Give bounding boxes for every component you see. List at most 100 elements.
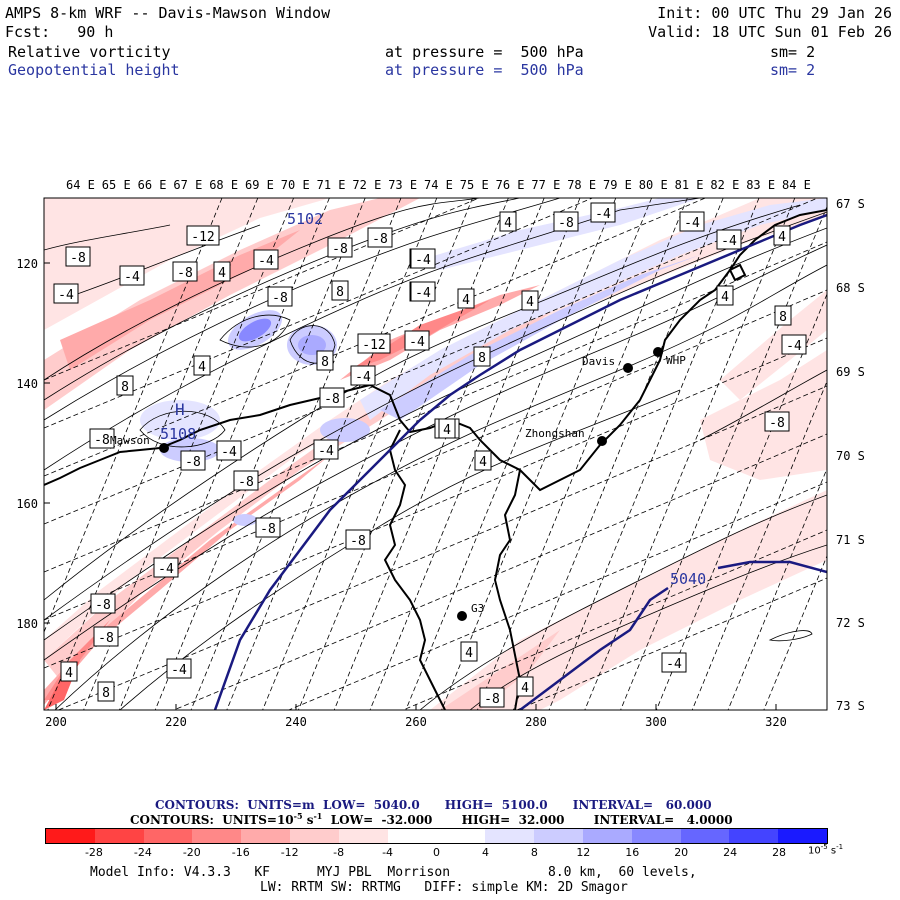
longitude-label: 65 E (102, 178, 131, 192)
vorticity-label: -8 (345, 529, 371, 550)
contour-legend-text: LOW= -32.000 HIGH= 32.000 INTERVAL= 4.00… (322, 813, 733, 827)
longitude-label: 70 E (281, 178, 310, 192)
vorticity-label: -4 (590, 202, 616, 223)
forecast-hour: Fcst: 90 h (5, 23, 114, 41)
longitude-label: 75 E (460, 178, 489, 192)
vorticity-label: -4 (410, 248, 436, 269)
vorticity-label: -8 (553, 211, 579, 232)
vorticity-label: -4 (166, 658, 192, 679)
colorbar-swatch (290, 829, 339, 843)
map-title: AMPS 8-km WRF -- Davis-Mawson Window (5, 4, 331, 22)
colorbar-swatch (387, 829, 437, 843)
longitude-label: 67 E (173, 178, 202, 192)
model-resolution: 8.0 km, 60 levels, (548, 865, 697, 880)
latitude-label: 70 S (836, 449, 865, 463)
station-label: Zhongshan (525, 427, 585, 440)
height-contour-legend: CONTOURS: UNITS=m LOW= 5040.0 HIGH= 5100… (155, 798, 712, 812)
svg-text:-4: -4 (595, 207, 611, 222)
colorbar-swatch (680, 829, 730, 843)
high-pressure-marker: H (175, 400, 185, 419)
latitude-label: 67 S (836, 197, 865, 211)
svg-text:8: 8 (321, 355, 329, 370)
y-axis-labels: 120 140 160 180 (16, 257, 50, 631)
vorticity-label: 4 (474, 450, 492, 471)
colorbar-tick-label: 16 (625, 846, 640, 859)
y-axis-label: 180 (16, 617, 38, 631)
field2-level: at pressure = 500 hPa (385, 61, 584, 79)
svg-text:-4: -4 (221, 445, 237, 460)
x-axis-label: 260 (405, 715, 427, 729)
vorticity-label: -8 (93, 626, 119, 647)
longitude-label: 64 E (66, 178, 95, 192)
station-marker (597, 436, 607, 446)
longitude-label: 84 E (782, 178, 811, 192)
vorticity-label: -8 (180, 450, 206, 471)
svg-text:-8: -8 (350, 534, 366, 549)
vorticity-label: 8 (97, 681, 115, 702)
svg-text:4: 4 (778, 230, 786, 245)
map-panel: 64 E 65 E 66 E 67 E 68 E 69 E 70 E 71 E 72 E 73 E… (16, 178, 865, 729)
vorticity-label: -8 (319, 387, 345, 408)
svg-text:-4: -4 (684, 216, 700, 231)
field2-smoothing: sm= 2 (770, 61, 816, 79)
colorbar-unit: 10-5 s-1 (808, 843, 843, 856)
contour-legend-exp: -5 (293, 811, 303, 821)
svg-text:4: 4 (479, 455, 487, 470)
station-label: WHP (666, 354, 686, 367)
svg-text:4: 4 (462, 293, 470, 308)
height-contours (213, 213, 827, 710)
colorbar-unit-exp: -1 (836, 843, 844, 851)
svg-text:-8: -8 (70, 251, 86, 266)
colorbar-tick-label: 0 (433, 846, 440, 859)
colorbar-tick-label: 24 (723, 846, 738, 859)
vorticity-label: 8 (116, 375, 134, 396)
vorticity-label: 4 (60, 661, 78, 682)
height-label: 5108 (160, 425, 196, 443)
colorbar-unit-text: 10 (808, 845, 821, 857)
longitude-labels: 64 E 65 E 66 E 67 E 68 E 69 E 70 E 71 E 72 E 73 E… (66, 178, 811, 192)
longitude-label: 77 E (531, 178, 560, 192)
colorbar-tick-label: 8 (530, 846, 538, 859)
vorticity-label: 4 (516, 676, 534, 697)
colorbar-swatch (241, 829, 291, 843)
longitude-label: 68 E (209, 178, 238, 192)
contour-legend-exp: -1 (313, 811, 323, 821)
svg-text:4: 4 (721, 290, 729, 305)
vorticity-label: 8 (331, 280, 349, 301)
latitude-label: 68 S (836, 281, 865, 295)
station-label: Mawson (110, 434, 150, 447)
valid-time: Valid: 18 UTC Sun 01 Feb 26 (648, 23, 892, 41)
svg-text:4: 4 (521, 681, 529, 696)
svg-text:4: 4 (218, 266, 226, 281)
x-axis-label: 200 (45, 715, 67, 729)
longitude-label: 69 E (245, 178, 274, 192)
colorbar-tick-label: 20 (674, 846, 689, 859)
svg-text:-8: -8 (185, 455, 201, 470)
model-physics: LW: RRTM SW: RRTMG DIFF: simple KM: 2D S… (260, 880, 628, 895)
colorbar-tick-label: -24 (133, 846, 152, 859)
vorticity-contour-legend: CONTOURS: UNITS=10-5 s-1 LOW= -32.000 HI… (130, 811, 733, 827)
latitude-label: 69 S (836, 365, 865, 379)
colorbar-swatch (631, 829, 681, 843)
vorticity-label: 4 (438, 418, 456, 439)
x-axis-label: 240 (285, 715, 307, 729)
longitude-label: 83 E (746, 178, 775, 192)
x-axis-labels: 200 220 240 260 280 300 320 (45, 704, 787, 729)
colorbar-swatch (485, 829, 535, 843)
longitude-label: 79 E (603, 178, 632, 192)
svg-text:-8: -8 (94, 433, 110, 448)
vorticity-label: -8 (479, 687, 505, 708)
vorticity-label: -8 (255, 517, 281, 538)
vorticity-label: -4 (410, 281, 436, 302)
svg-text:4: 4 (443, 423, 451, 438)
colorbar-swatch (778, 829, 827, 843)
colorbar-unit-text: s (830, 845, 837, 857)
svg-text:-4: -4 (58, 288, 74, 303)
field1-smoothing: sm= 2 (770, 43, 816, 61)
vorticity-label: 4 (773, 225, 791, 246)
svg-text:-8: -8 (177, 266, 193, 281)
colorbar-swatch (729, 829, 779, 843)
vorticity-label: -12 (186, 225, 220, 246)
svg-text:-4: -4 (409, 335, 425, 350)
longitude-label: 80 E (639, 178, 668, 192)
